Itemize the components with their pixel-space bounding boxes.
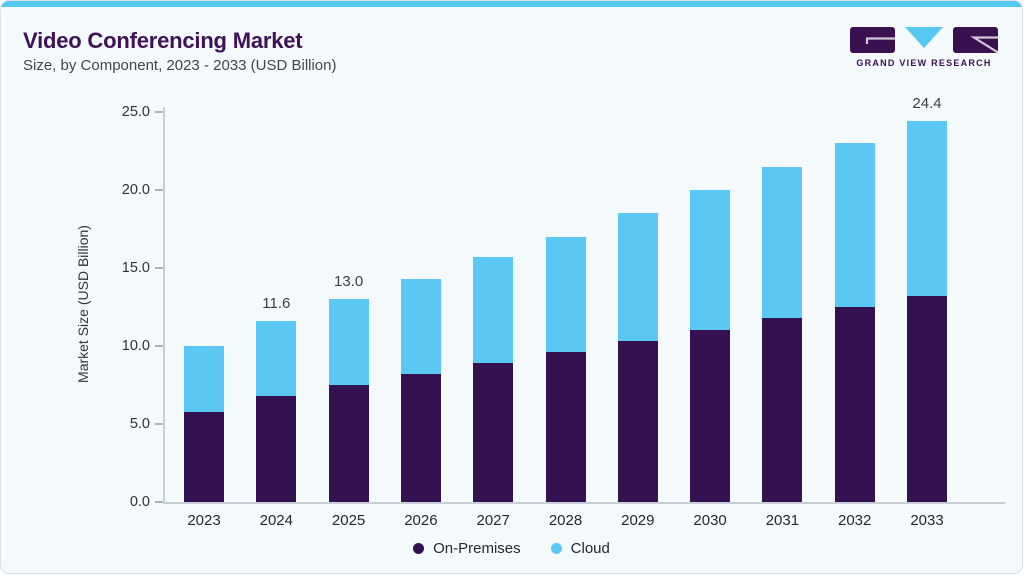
logo-r-block: [953, 27, 998, 53]
y-tick-mark: [155, 345, 163, 347]
y-tick-label: 20.0: [121, 182, 150, 198]
logo-r-glyph-icon: [970, 36, 998, 53]
bar-segment-cloud-2028: [545, 236, 586, 353]
x-axis-label-2032: 2032: [838, 512, 872, 529]
logo-g-glyph-icon: [865, 37, 895, 44]
y-tick-mark: [155, 501, 163, 503]
bar-column-2030: [690, 190, 731, 502]
page-subtitle: Size, by Component, 2023 - 2033 (USD Bil…: [23, 57, 337, 74]
y-tick-mark: [155, 111, 163, 113]
bar-segment-on-premises-2033: [907, 296, 947, 502]
bar-column-2031: [762, 166, 803, 502]
y-tick-mark: [155, 267, 163, 269]
bar-segment-cloud-2027: [473, 257, 514, 364]
legend-item-cloud: Cloud: [550, 540, 610, 557]
grand-view-research-logo: GRAND VIEW RESEARCH: [850, 27, 998, 68]
bar-column-2032: [834, 143, 875, 502]
logo-g-block: [850, 27, 895, 53]
plot-area: 0.0 5.0 10.0 15.0 20.0 25.0 11.6 13.0 24.4 2023…: [122, 95, 1005, 529]
bar-total-label-2025: 13.0: [333, 273, 364, 291]
bar-column-2033: [907, 121, 947, 502]
bar-segment-on-premises-2024: [256, 395, 297, 502]
y-tick-label: 0.0: [129, 494, 150, 510]
bar-column-2027: [473, 257, 514, 502]
bar-segment-on-premises-2023: [184, 411, 224, 502]
legend-item-on-premises: On-Premises: [413, 540, 521, 557]
bar-segment-cloud-2033: [907, 121, 947, 297]
bar-segment-on-premises-2026: [400, 374, 441, 502]
legend: On-Premises Cloud: [1, 540, 1022, 557]
bar-segment-cloud-2030: [690, 190, 731, 331]
bar-segment-on-premises-2031: [762, 317, 803, 502]
bar-column-2028: [545, 236, 586, 502]
bar-total-label-2024: 11.6: [262, 295, 291, 313]
bar-column-2025: [328, 299, 369, 502]
bar-total-label-2033: 24.4: [912, 95, 942, 113]
bar-segment-cloud-2032: [834, 143, 875, 307]
logo-text: GRAND VIEW RESEARCH: [856, 58, 992, 68]
y-tick-mark: [155, 189, 163, 191]
x-axis-label-2033: 2033: [910, 512, 944, 529]
x-axis-label-2024: 2024: [259, 512, 293, 529]
x-axis-label-2027: 2027: [476, 512, 510, 529]
x-axis-label-2025: 2025: [331, 512, 366, 529]
bar-segment-cloud-2026: [400, 278, 441, 375]
bar-segment-cloud-2031: [762, 166, 803, 318]
bar-column-2026: [400, 278, 441, 502]
y-axis-title: Market Size (USD Billion): [75, 225, 91, 383]
bar-segment-cloud-2025: [328, 299, 369, 385]
bar-segment-on-premises-2027: [473, 363, 514, 502]
legend-label-on-premises: On-Premises: [433, 540, 521, 557]
y-tick-label: 25.0: [121, 104, 150, 120]
bar-column-2029: [617, 213, 658, 502]
legend-dot-cloud: [550, 543, 562, 554]
y-tick-label: 10.0: [121, 338, 150, 354]
bar-segment-on-premises-2030: [690, 330, 731, 502]
x-axis-label-2029: 2029: [621, 512, 655, 529]
bar-segment-cloud-2024: [256, 321, 297, 396]
bar-column-2024: [256, 321, 297, 502]
x-axis-label-2026: 2026: [404, 512, 438, 529]
logo-v-triangle-icon: [905, 27, 943, 48]
bar-column-2023: [184, 346, 224, 502]
page-title: Video Conferencing Market: [23, 28, 303, 53]
bar-segment-on-premises-2032: [834, 307, 875, 502]
x-axis-label-2028: 2028: [548, 512, 583, 529]
x-axis-label-2030: 2030: [693, 512, 727, 529]
y-axis-line: [163, 107, 165, 503]
bar-segment-on-premises-2025: [328, 385, 369, 502]
bar-segment-cloud-2029: [617, 213, 658, 342]
legend-dot-on-premises: [413, 543, 425, 554]
x-axis-label-2023: 2023: [187, 512, 221, 529]
y-tick-label: 15.0: [121, 260, 150, 276]
legend-label-cloud: Cloud: [570, 540, 610, 557]
y-tick-label: 5.0: [129, 416, 150, 432]
bar-segment-on-premises-2029: [617, 341, 658, 502]
bar-segment-cloud-2023: [184, 346, 224, 412]
y-tick-mark: [155, 423, 163, 425]
x-axis-line: [163, 502, 1005, 504]
logo-mark: [850, 27, 998, 53]
x-axis-label-2031: 2031: [765, 512, 800, 529]
top-accent-strip: [1, 1, 1022, 7]
bar-segment-on-premises-2028: [545, 352, 586, 502]
